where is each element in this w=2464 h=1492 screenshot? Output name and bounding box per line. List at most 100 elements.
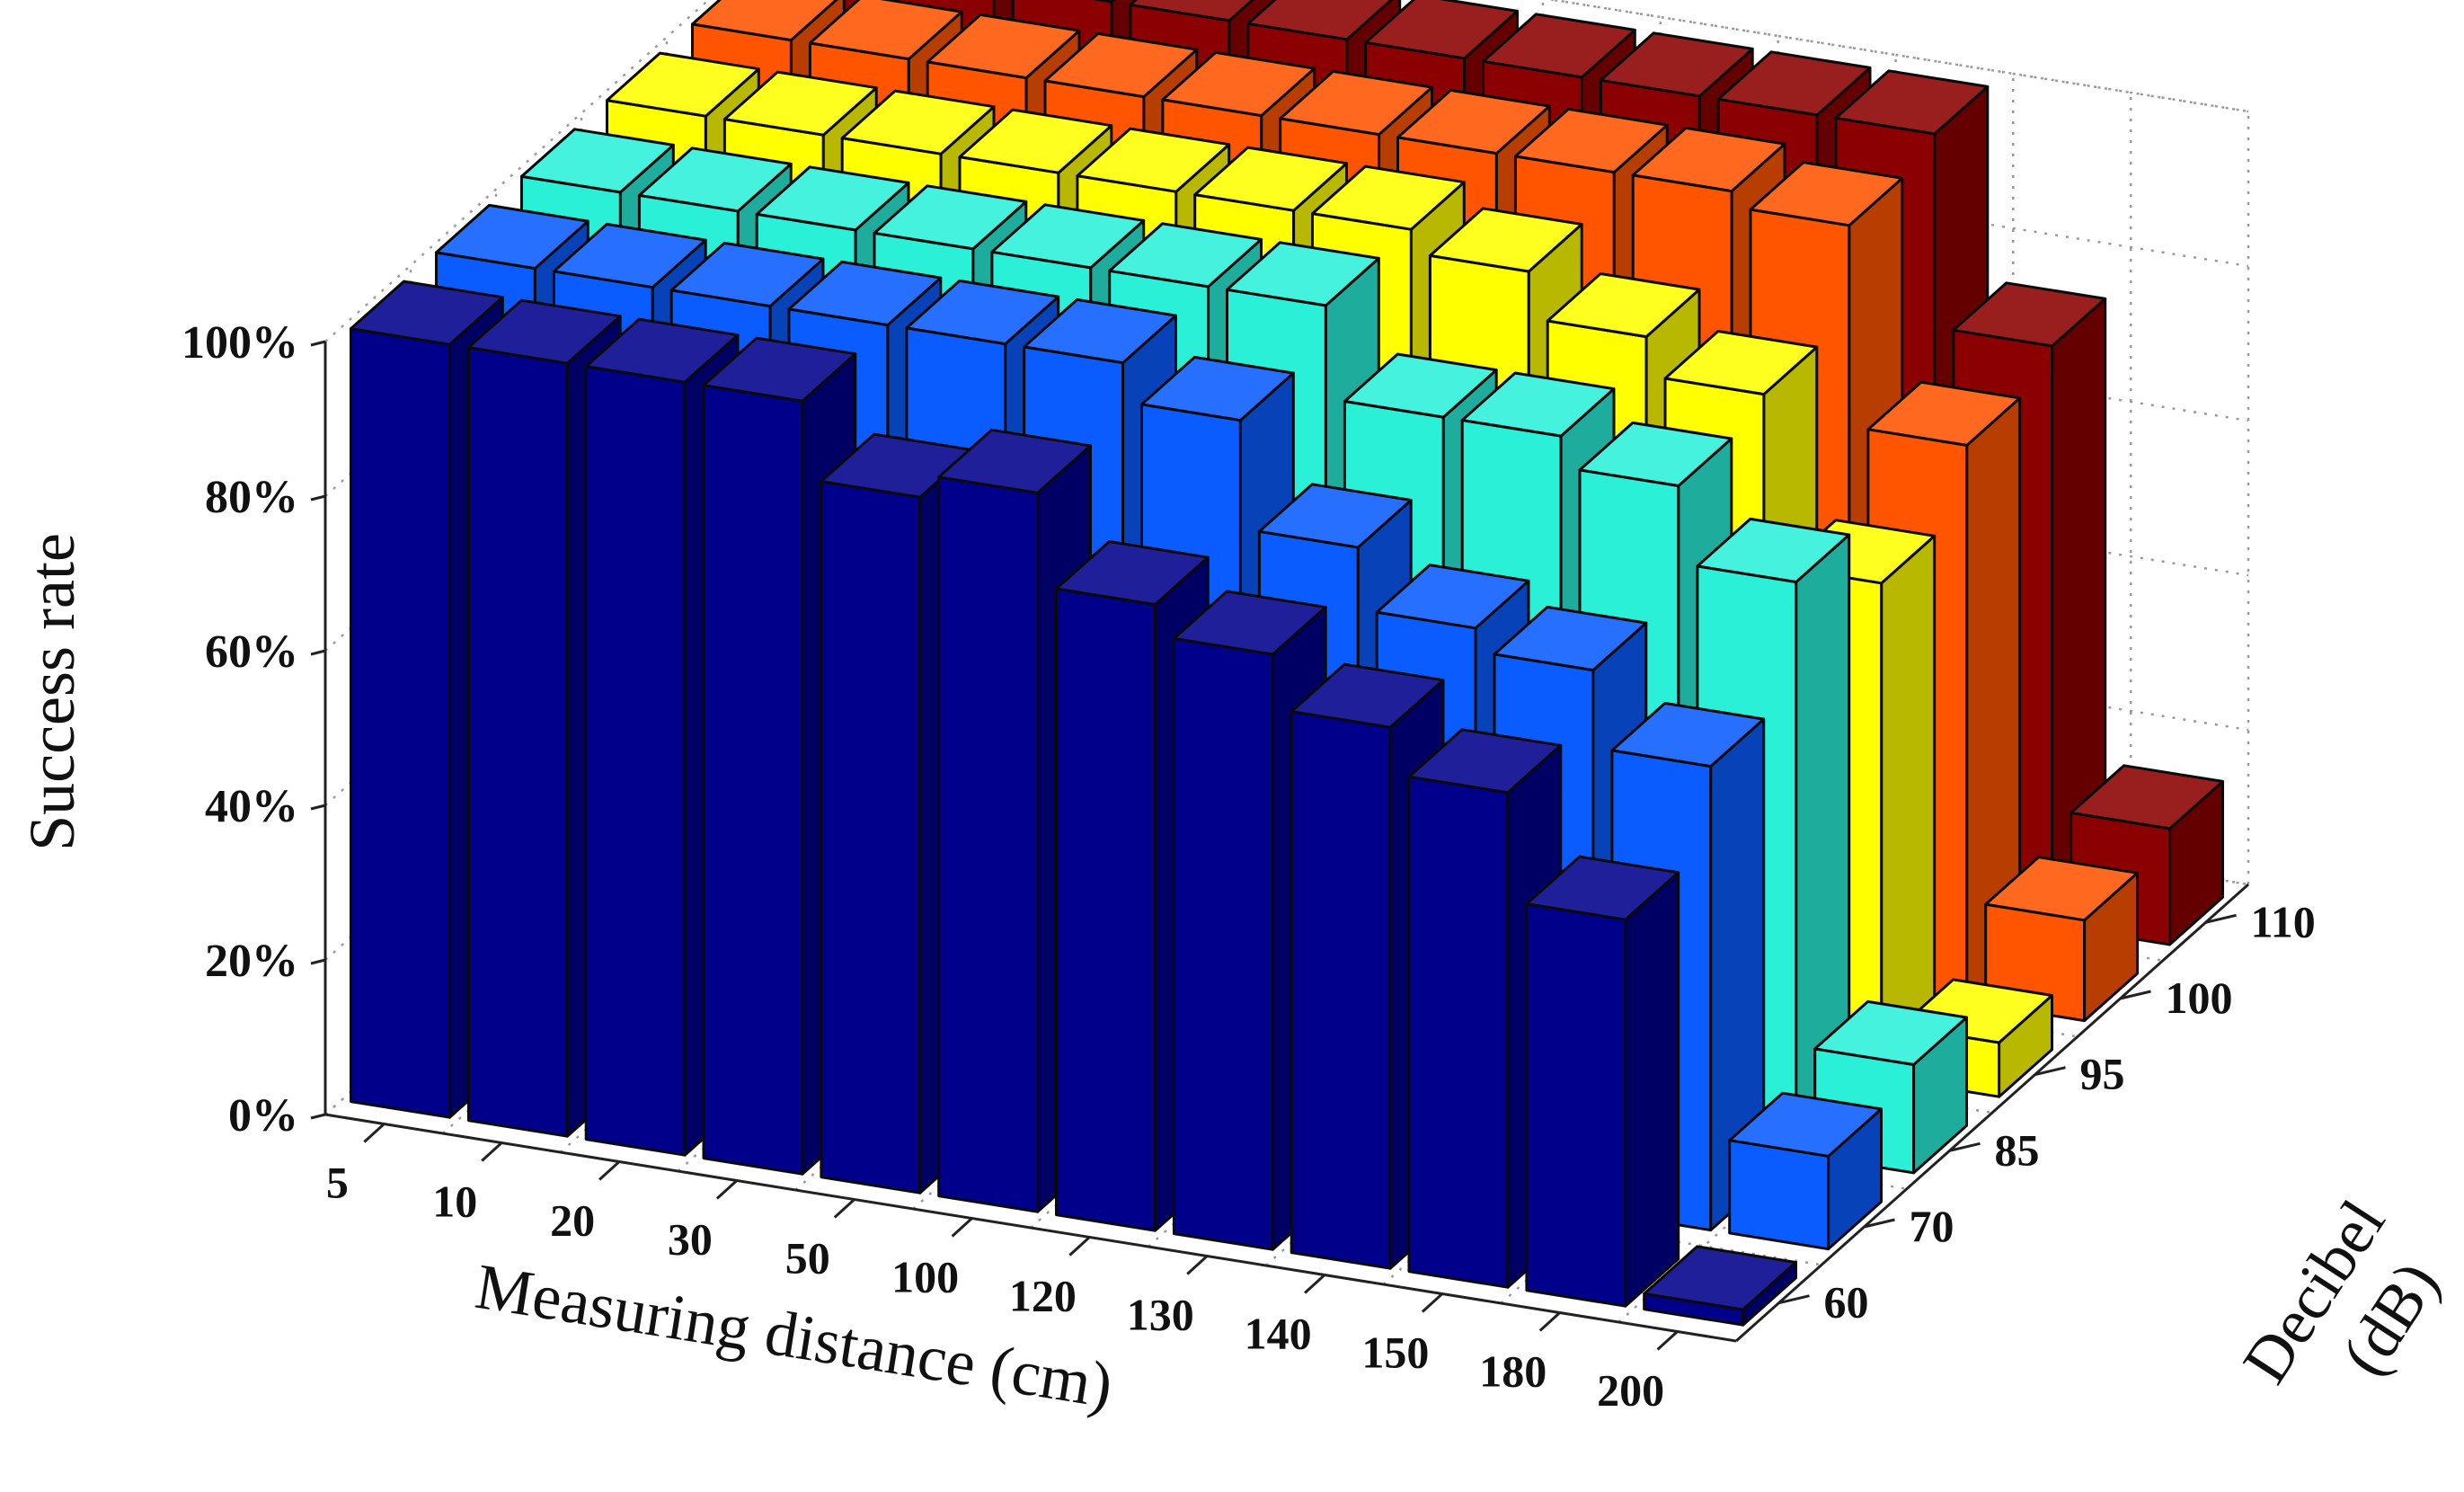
bar-top-face	[435, 203, 589, 271]
x-tick	[598, 1160, 621, 1181]
x-tick-label: 10	[432, 1177, 477, 1227]
x-tick-label: 150	[1361, 1328, 1429, 1378]
z-tick-label: 100%	[182, 317, 298, 369]
z-tick-label: 60%	[205, 626, 298, 678]
bar-top-face	[1631, 126, 1786, 193]
bar-top-face	[990, 203, 1146, 270]
bar-top-face	[755, 165, 910, 232]
bar-top-face	[1226, 241, 1380, 307]
bar-top-face	[1279, 69, 1433, 137]
bar-top-face	[840, 89, 996, 155]
bar-top-face	[466, 298, 622, 365]
bar-top-face	[552, 222, 707, 289]
bar-top-face	[637, 147, 793, 213]
z-tick	[310, 494, 326, 502]
y-tick-label: 85	[1995, 1124, 2040, 1175]
x-axis-line	[324, 1113, 1737, 1343]
bar	[1728, 1091, 1883, 1251]
bar-top-face	[1428, 207, 1583, 273]
bar-top-face	[1866, 380, 2022, 447]
z-tick	[310, 649, 326, 656]
bar-top-face	[787, 260, 943, 327]
bar-top-face	[1482, 13, 1636, 79]
bar-side-face	[1624, 871, 1680, 1308]
bar-top-face	[702, 336, 857, 403]
y-tick-label: 95	[2080, 1049, 2125, 1099]
bar-top-face	[1375, 564, 1530, 630]
bar-top-face	[937, 428, 1092, 494]
x-tick-label: 120	[1009, 1271, 1077, 1321]
x-tick	[363, 1123, 386, 1143]
bar-top-face	[1246, 0, 1394, 41]
bar-top-face	[1578, 421, 1733, 487]
y-tick-label: 70	[1910, 1201, 1954, 1251]
x-tick	[1538, 1311, 1561, 1332]
grid-line	[324, 0, 2249, 342]
bar-top-face	[1952, 281, 2107, 348]
bar-top-face	[1055, 540, 1210, 607]
bar-top-face	[520, 128, 675, 194]
x-tick	[833, 1198, 855, 1219]
bar-top-face	[669, 241, 825, 308]
bar-top-face	[1599, 31, 1754, 98]
bar-top-face	[1696, 517, 1851, 583]
bar-top-face	[1728, 1091, 1883, 1158]
axes-layer	[310, 340, 2249, 1351]
bar-top-face	[1716, 50, 1872, 117]
bar-top-face	[873, 184, 1028, 251]
bar-top-face	[958, 108, 1113, 174]
bar-front-face	[584, 365, 687, 1157]
bar-top-face	[926, 13, 1081, 80]
bar-top-face	[350, 280, 504, 346]
bar-top-face	[1813, 999, 1968, 1066]
bar-top-face	[1043, 31, 1199, 99]
bar-top-face	[1493, 605, 1648, 672]
bar-front-face	[1728, 1139, 1830, 1251]
bar-top-face	[1610, 701, 1766, 768]
x-tick-label: 140	[1245, 1309, 1312, 1359]
z-tick-label: 40%	[205, 781, 298, 832]
y-tick	[2205, 913, 2237, 924]
bar-top-face	[584, 317, 740, 384]
x-tick-label: 180	[1479, 1346, 1547, 1397]
x-tick	[481, 1141, 503, 1162]
z-tick-label: 20%	[205, 936, 298, 987]
bar-front-face	[1055, 587, 1157, 1232]
bar	[1525, 855, 1680, 1308]
bar-front-face	[1525, 902, 1627, 1308]
bar-top-face	[691, 0, 838, 42]
bar-top-face	[1643, 1245, 1797, 1311]
bar-top-face	[1984, 856, 2139, 922]
y-tick	[1864, 1218, 1895, 1229]
bar-top-face	[1076, 127, 1231, 193]
bar-top-face	[1108, 222, 1263, 289]
bar-top-face	[1172, 590, 1327, 656]
y-tick	[1778, 1294, 1810, 1305]
bar-front-face	[1290, 710, 1392, 1270]
bar-top-face	[1546, 272, 1701, 339]
x-tick	[1186, 1255, 1209, 1275]
bar-top-face	[1513, 107, 1669, 174]
bar-top-face	[1407, 728, 1563, 795]
x-tick	[1304, 1274, 1326, 1294]
bar	[1643, 1245, 1797, 1327]
y-tick-label: 110	[2251, 896, 2316, 946]
bar-top-face	[1161, 50, 1316, 118]
bar-front-face	[937, 475, 1040, 1213]
z-axis-title: Success rate	[16, 533, 88, 851]
z-tick	[310, 340, 326, 347]
x-tick-label: 50	[785, 1233, 830, 1283]
y-axis-line	[1735, 883, 2249, 1343]
bar-top-face	[1193, 146, 1348, 212]
bar-front-face	[350, 327, 451, 1119]
labels-layer: 0% 20% 40% 60% 80% 100% 5 10 20 30 50 100 120 130 140 1…	[182, 317, 2316, 1416]
bar-front-face	[820, 480, 922, 1194]
x-tick	[951, 1217, 973, 1238]
y-tick-label: 60	[1824, 1277, 1869, 1328]
x-tick	[1656, 1330, 1679, 1351]
x-tick	[1421, 1292, 1443, 1313]
bar-top-face	[1396, 88, 1551, 155]
y-tick	[2034, 1066, 2066, 1077]
x-tick-label: 30	[668, 1214, 713, 1265]
x-tick-label: 5	[326, 1158, 349, 1208]
